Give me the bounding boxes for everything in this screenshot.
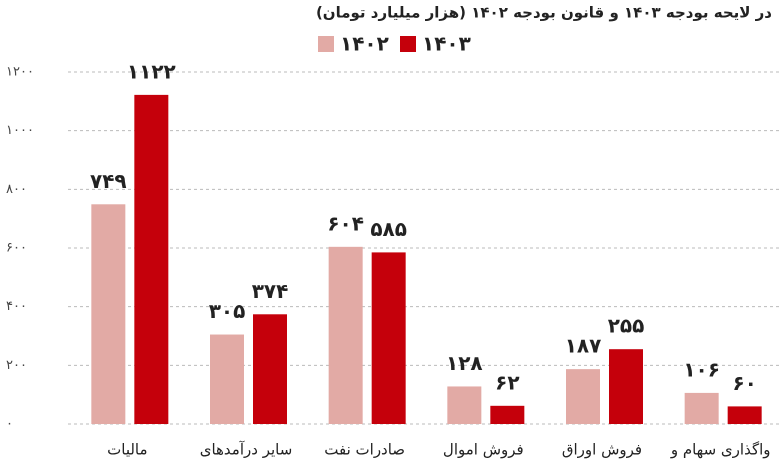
bar <box>566 369 600 424</box>
legend-swatch <box>318 36 334 52</box>
value-label: ۲۵۵ <box>608 314 645 338</box>
value-label: ۱۸۷ <box>565 334 602 358</box>
bar <box>490 405 525 424</box>
y-tick-label: ۸۰۰ <box>6 182 27 197</box>
x-tick-label: صادرات نفت <box>324 441 405 459</box>
value-label: ۵۸۵ <box>370 217 407 241</box>
y-tick-label: ۴۰۰ <box>6 299 27 314</box>
value-label: ۶۰ <box>732 371 756 395</box>
legend-label: ۱۴۰۲ <box>340 32 389 56</box>
bar <box>91 204 126 424</box>
bar <box>328 246 363 424</box>
x-tick-label: مالیات <box>107 441 147 459</box>
value-label: ۶۰۴ <box>327 211 364 235</box>
value-label: ۷۴۹ <box>90 169 127 193</box>
bar <box>447 386 482 424</box>
chart-title: در لایحه بودجه ۱۴۰۳ و قانون بودجه ۱۴۰۲ (… <box>316 4 772 22</box>
bar <box>253 314 287 424</box>
x-tick-label: واگذاری سهام و <box>670 441 771 459</box>
x-tick-label: سایر درآمدهای <box>200 441 293 459</box>
y-tick-label: ۲۰۰ <box>6 358 27 373</box>
bar <box>727 406 762 424</box>
bar <box>371 252 406 424</box>
y-tick-label: ۰ <box>6 417 13 432</box>
x-tick-label: فروش اوراق <box>562 441 642 459</box>
bar <box>684 392 719 424</box>
value-label: ۱۱۲۲ <box>127 59 176 83</box>
value-label: ۳۷۴ <box>252 279 289 303</box>
value-label: ۶۲ <box>495 370 519 394</box>
bar <box>210 334 244 424</box>
x-tick-label: فروش اموال <box>443 441 524 459</box>
legend-label: ۱۴۰۳ <box>422 32 471 56</box>
bar <box>134 94 169 424</box>
value-label: ۱۲۸ <box>446 351 483 375</box>
y-tick-label: ۱۰۰۰ <box>6 123 34 138</box>
y-tick-label: ۱۲۰۰ <box>6 65 34 80</box>
value-label: ۳۰۵ <box>209 299 246 323</box>
y-tick-label: ۶۰۰ <box>6 241 27 256</box>
legend-swatch <box>400 36 416 52</box>
bar <box>609 349 643 424</box>
value-label: ۱۰۶ <box>683 357 720 381</box>
